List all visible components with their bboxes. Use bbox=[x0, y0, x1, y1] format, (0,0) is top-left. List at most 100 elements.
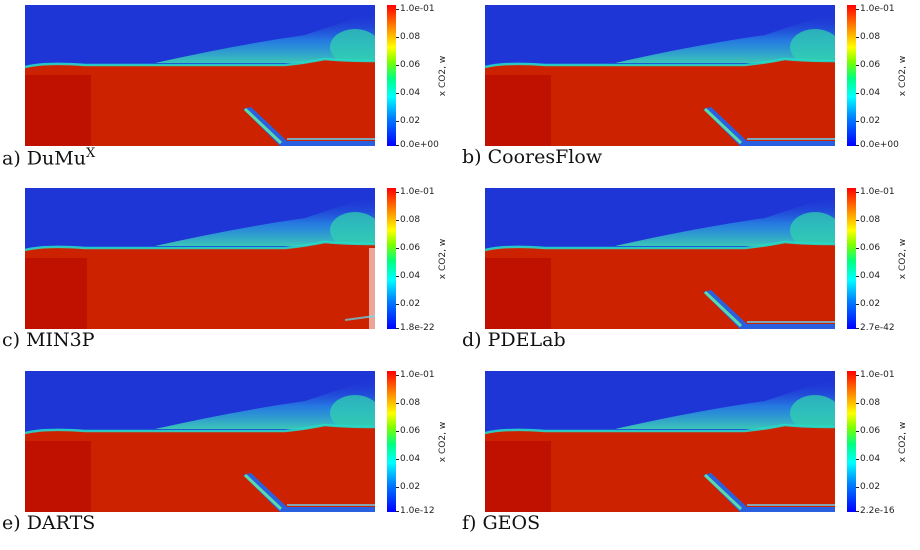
colorbar-title: x CO2, w bbox=[433, 188, 453, 329]
colorbar-tick-label: 0.02 bbox=[395, 299, 421, 309]
caption-letter: e) bbox=[2, 512, 27, 534]
colorbar-title-text: x CO2, w bbox=[438, 238, 448, 279]
dissolved-plume bbox=[615, 13, 835, 63]
plume-hotspot bbox=[330, 212, 375, 248]
colorbar-title-text: x CO2, w bbox=[898, 238, 908, 279]
interface-line bbox=[25, 240, 375, 252]
colorbar-title: x CO2, w bbox=[893, 188, 913, 329]
simulation-field bbox=[25, 371, 375, 512]
colorbar-tick-label: 0.04 bbox=[855, 454, 881, 464]
interface-line bbox=[485, 423, 835, 435]
fault-edge bbox=[703, 107, 743, 145]
caption-simulator-name: GEOS bbox=[482, 512, 541, 534]
panel-caption: e) DARTS bbox=[2, 512, 95, 534]
caption-superscript: X bbox=[85, 146, 96, 161]
fault-edge bbox=[703, 290, 743, 328]
caption-letter: f) bbox=[462, 512, 483, 534]
colorbar-tick-label: 1.0e-01 bbox=[856, 187, 895, 197]
colorbar-title: x CO2, w bbox=[893, 5, 913, 146]
caption-simulator-name: MIN3P bbox=[26, 329, 95, 351]
panel-caption: a) DuMuX bbox=[2, 146, 95, 169]
colorbar-tick-label: 1.8e-22 bbox=[396, 323, 435, 333]
panel-caption: c) MIN3P bbox=[2, 329, 95, 351]
plot-area bbox=[25, 188, 375, 329]
colorbar-tick-label: 0.06 bbox=[395, 243, 421, 253]
colorbar-tick-label: 0.06 bbox=[855, 426, 881, 436]
colorbar-title-text: x CO2, w bbox=[898, 421, 908, 462]
colorbar-tick-label: 0.08 bbox=[395, 398, 421, 408]
panel-6: 1.0e-01 0.08 0.06 0.04 0.02 2.2e-16 x CO2, w f)… bbox=[460, 366, 920, 549]
left-pillar bbox=[485, 258, 551, 329]
colorbar-tick-label: 0.08 bbox=[395, 32, 421, 42]
simulation-field bbox=[25, 5, 375, 146]
panel-caption: d) PDELab bbox=[462, 329, 566, 351]
co2-region bbox=[25, 59, 375, 146]
left-pillar bbox=[25, 441, 91, 512]
colorbar-tick-label: 1.0e-12 bbox=[396, 506, 435, 516]
dissolved-plume bbox=[155, 196, 375, 246]
plot-area bbox=[485, 371, 835, 512]
co2-region bbox=[485, 425, 835, 512]
colorbar-tick-label: 0.02 bbox=[855, 482, 881, 492]
colorbar bbox=[847, 188, 856, 329]
simulation-field bbox=[25, 188, 375, 329]
colorbar-tick-label: 0.0e+00 bbox=[856, 140, 899, 150]
colorbar-title: x CO2, w bbox=[433, 371, 453, 512]
simulation-field bbox=[485, 5, 835, 146]
simulation-field bbox=[485, 371, 835, 512]
caption-letter: b) bbox=[462, 146, 488, 168]
co2-region bbox=[25, 425, 375, 512]
caption-simulator-name: DuMu bbox=[26, 147, 86, 170]
colorbar-tick-label: 2.7e-42 bbox=[856, 323, 895, 333]
colorbar-tick-label: 0.04 bbox=[855, 271, 881, 281]
caption-letter: d) bbox=[462, 329, 488, 351]
colorbar-tick-label: 0.08 bbox=[855, 215, 881, 225]
colorbar-tick-label: 0.08 bbox=[395, 215, 421, 225]
colorbar-title-text: x CO2, w bbox=[438, 55, 448, 96]
plot-area bbox=[485, 188, 835, 329]
colorbar-tick-label: 1.0e-01 bbox=[856, 4, 895, 14]
colorbar-tick-label: 0.02 bbox=[395, 116, 421, 126]
panel-caption: f) GEOS bbox=[462, 512, 540, 534]
colorbar-tick-label: 0.08 bbox=[855, 32, 881, 42]
colorbar bbox=[847, 5, 856, 146]
colorbar-tick-label: 0.04 bbox=[395, 454, 421, 464]
co2-region bbox=[25, 242, 375, 329]
caption-simulator-name: CooresFlow bbox=[487, 146, 603, 168]
interface-line bbox=[485, 240, 835, 252]
panel-1: 1.0e-01 0.08 0.06 0.04 0.02 0.0e+00 x CO2, w a)… bbox=[0, 0, 460, 183]
colorbar-tick-label: 0.02 bbox=[855, 299, 881, 309]
left-pillar bbox=[485, 441, 551, 512]
plume-hotspot bbox=[790, 29, 835, 65]
interface-line bbox=[25, 423, 375, 435]
colorbar-tick-label: 0.06 bbox=[395, 60, 421, 70]
panel-2: 1.0e-01 0.08 0.06 0.04 0.02 0.0e+00 x CO2, w b)… bbox=[460, 0, 920, 183]
colorbar-tick-label: 0.04 bbox=[855, 88, 881, 98]
colorbar-tick-label: 0.06 bbox=[855, 60, 881, 70]
colorbar-title: x CO2, w bbox=[433, 5, 453, 146]
dissolved-plume bbox=[155, 13, 375, 63]
colorbar-tick-label: 0.08 bbox=[855, 398, 881, 408]
colorbar-tick-label: 0.02 bbox=[855, 116, 881, 126]
colorbar-tick-label: 0.0e+00 bbox=[396, 140, 439, 150]
caption-letter: c) bbox=[2, 329, 27, 351]
co2-region bbox=[485, 59, 835, 146]
fault-edge bbox=[243, 473, 283, 511]
left-pillar bbox=[25, 258, 87, 329]
colorbar-tick-label: 0.06 bbox=[395, 426, 421, 436]
colorbar-title: x CO2, w bbox=[893, 371, 913, 512]
colorbar-title-text: x CO2, w bbox=[438, 421, 448, 462]
colorbar bbox=[387, 371, 396, 512]
plot-area bbox=[485, 5, 835, 146]
left-pillar bbox=[485, 75, 551, 146]
colorbar-tick-label: 1.0e-01 bbox=[396, 370, 435, 380]
interface-line bbox=[25, 57, 375, 69]
simulation-field bbox=[485, 188, 835, 329]
colorbar bbox=[387, 188, 396, 329]
colorbar-tick-label: 0.04 bbox=[395, 271, 421, 281]
dissolved-plume bbox=[615, 379, 835, 429]
colorbar-tick-label: 0.06 bbox=[855, 243, 881, 253]
caption-simulator-name: PDELab bbox=[487, 329, 566, 351]
caption-simulator-name: DARTS bbox=[26, 512, 96, 534]
left-pillar bbox=[25, 75, 91, 146]
